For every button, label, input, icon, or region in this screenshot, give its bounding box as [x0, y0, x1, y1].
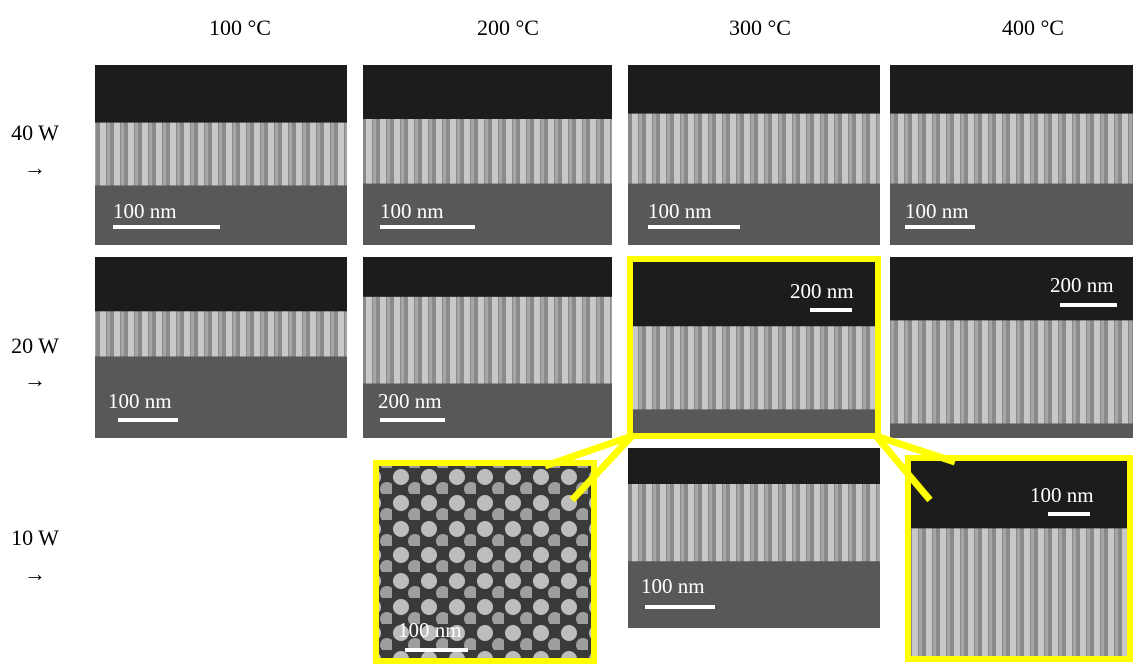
sem-image: 100 nm	[363, 65, 612, 245]
film	[95, 123, 347, 186]
scale-label: 100 nm	[113, 199, 177, 223]
row-label: 20 W	[11, 333, 59, 358]
film	[630, 326, 878, 409]
scale-label: 100 nm	[641, 574, 705, 598]
column-header: 100 °C	[209, 15, 271, 40]
sem-image: 200 nm	[890, 257, 1133, 438]
sem-image: 100 nm	[628, 65, 880, 245]
substrate	[890, 424, 1133, 438]
sem-image: 100 nm	[890, 65, 1133, 245]
film	[890, 114, 1133, 184]
film	[628, 114, 880, 184]
figure: 100 °C 200 °C 300 °C 400 °C 40 W → 20 W → 10 W → 1…	[0, 0, 1134, 664]
sem-image: 100 nm	[908, 458, 1130, 659]
scale-label: 100 nm	[398, 618, 462, 642]
sem-image: 100 nm	[95, 257, 347, 438]
column-header: 300 °C	[729, 15, 791, 40]
row-arrow: →	[24, 367, 46, 392]
sem-image: 100 nm	[628, 448, 880, 628]
column-header: 200 °C	[477, 15, 539, 40]
column-header: 400 °C	[1002, 15, 1064, 40]
film	[628, 484, 880, 561]
scale-label: 100 nm	[380, 199, 444, 223]
scale-label: 100 nm	[1030, 483, 1094, 507]
scale-label: 100 nm	[648, 199, 712, 223]
scale-label: 200 nm	[1050, 273, 1114, 297]
film	[363, 297, 612, 384]
scale-label: 100 nm	[905, 199, 969, 223]
row-label: 40 W	[11, 120, 59, 145]
sem-image: 200 nm	[363, 257, 612, 438]
scale-label: 100 nm	[108, 389, 172, 413]
sem-image: 100 nm	[376, 463, 594, 661]
row-label: 10 W	[11, 525, 59, 550]
row-arrow: →	[24, 155, 46, 180]
film	[95, 311, 347, 356]
film	[363, 119, 612, 184]
film	[890, 320, 1133, 423]
sem-image: 100 nm	[95, 65, 347, 245]
scale-label: 200 nm	[790, 279, 854, 303]
row-arrow: →	[24, 561, 46, 586]
scale-label: 200 nm	[378, 389, 442, 413]
film	[908, 528, 1130, 659]
substrate	[630, 409, 878, 436]
sem-image: 200 nm	[630, 259, 878, 436]
